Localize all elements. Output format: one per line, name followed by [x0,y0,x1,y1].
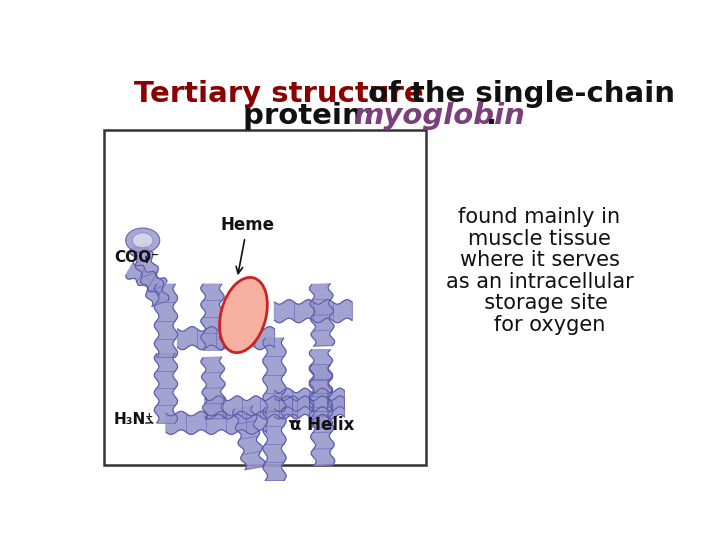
Text: myoglobin: myoglobin [353,102,525,130]
Polygon shape [274,300,352,323]
Text: where it serves: where it serves [459,251,619,271]
Polygon shape [310,400,335,465]
Polygon shape [126,262,167,295]
Polygon shape [201,357,226,419]
Text: found mainly in: found mainly in [459,207,621,227]
Polygon shape [310,284,335,346]
Text: muscle tissue: muscle tissue [468,229,611,249]
Ellipse shape [132,233,153,248]
Polygon shape [263,408,286,481]
Text: for oxygen: for oxygen [474,315,606,335]
Polygon shape [274,396,344,419]
Text: of the single-chain: of the single-chain [359,80,675,108]
Polygon shape [166,411,266,434]
Text: Tertiary structure: Tertiary structure [134,80,423,108]
Polygon shape [204,396,297,419]
Polygon shape [263,338,286,411]
Ellipse shape [220,278,267,353]
Text: as an intracellular: as an intracellular [446,272,634,292]
Text: COO⁻: COO⁻ [114,250,159,265]
Text: H₃N⁺: H₃N⁺ [114,411,154,427]
Text: storage site: storage site [471,294,608,314]
Text: .: . [486,102,498,130]
Text: Heme: Heme [220,216,274,274]
Polygon shape [274,388,344,411]
Bar [104,130,426,465]
Polygon shape [178,327,274,350]
Polygon shape [233,406,265,470]
Polygon shape [154,284,178,357]
Text: protein:: protein: [243,102,384,130]
Polygon shape [154,354,178,423]
Polygon shape [201,284,224,350]
Polygon shape [130,243,169,307]
Text: α Helix: α Helix [290,416,354,434]
Polygon shape [310,365,333,427]
Ellipse shape [126,228,160,253]
Polygon shape [310,350,333,408]
